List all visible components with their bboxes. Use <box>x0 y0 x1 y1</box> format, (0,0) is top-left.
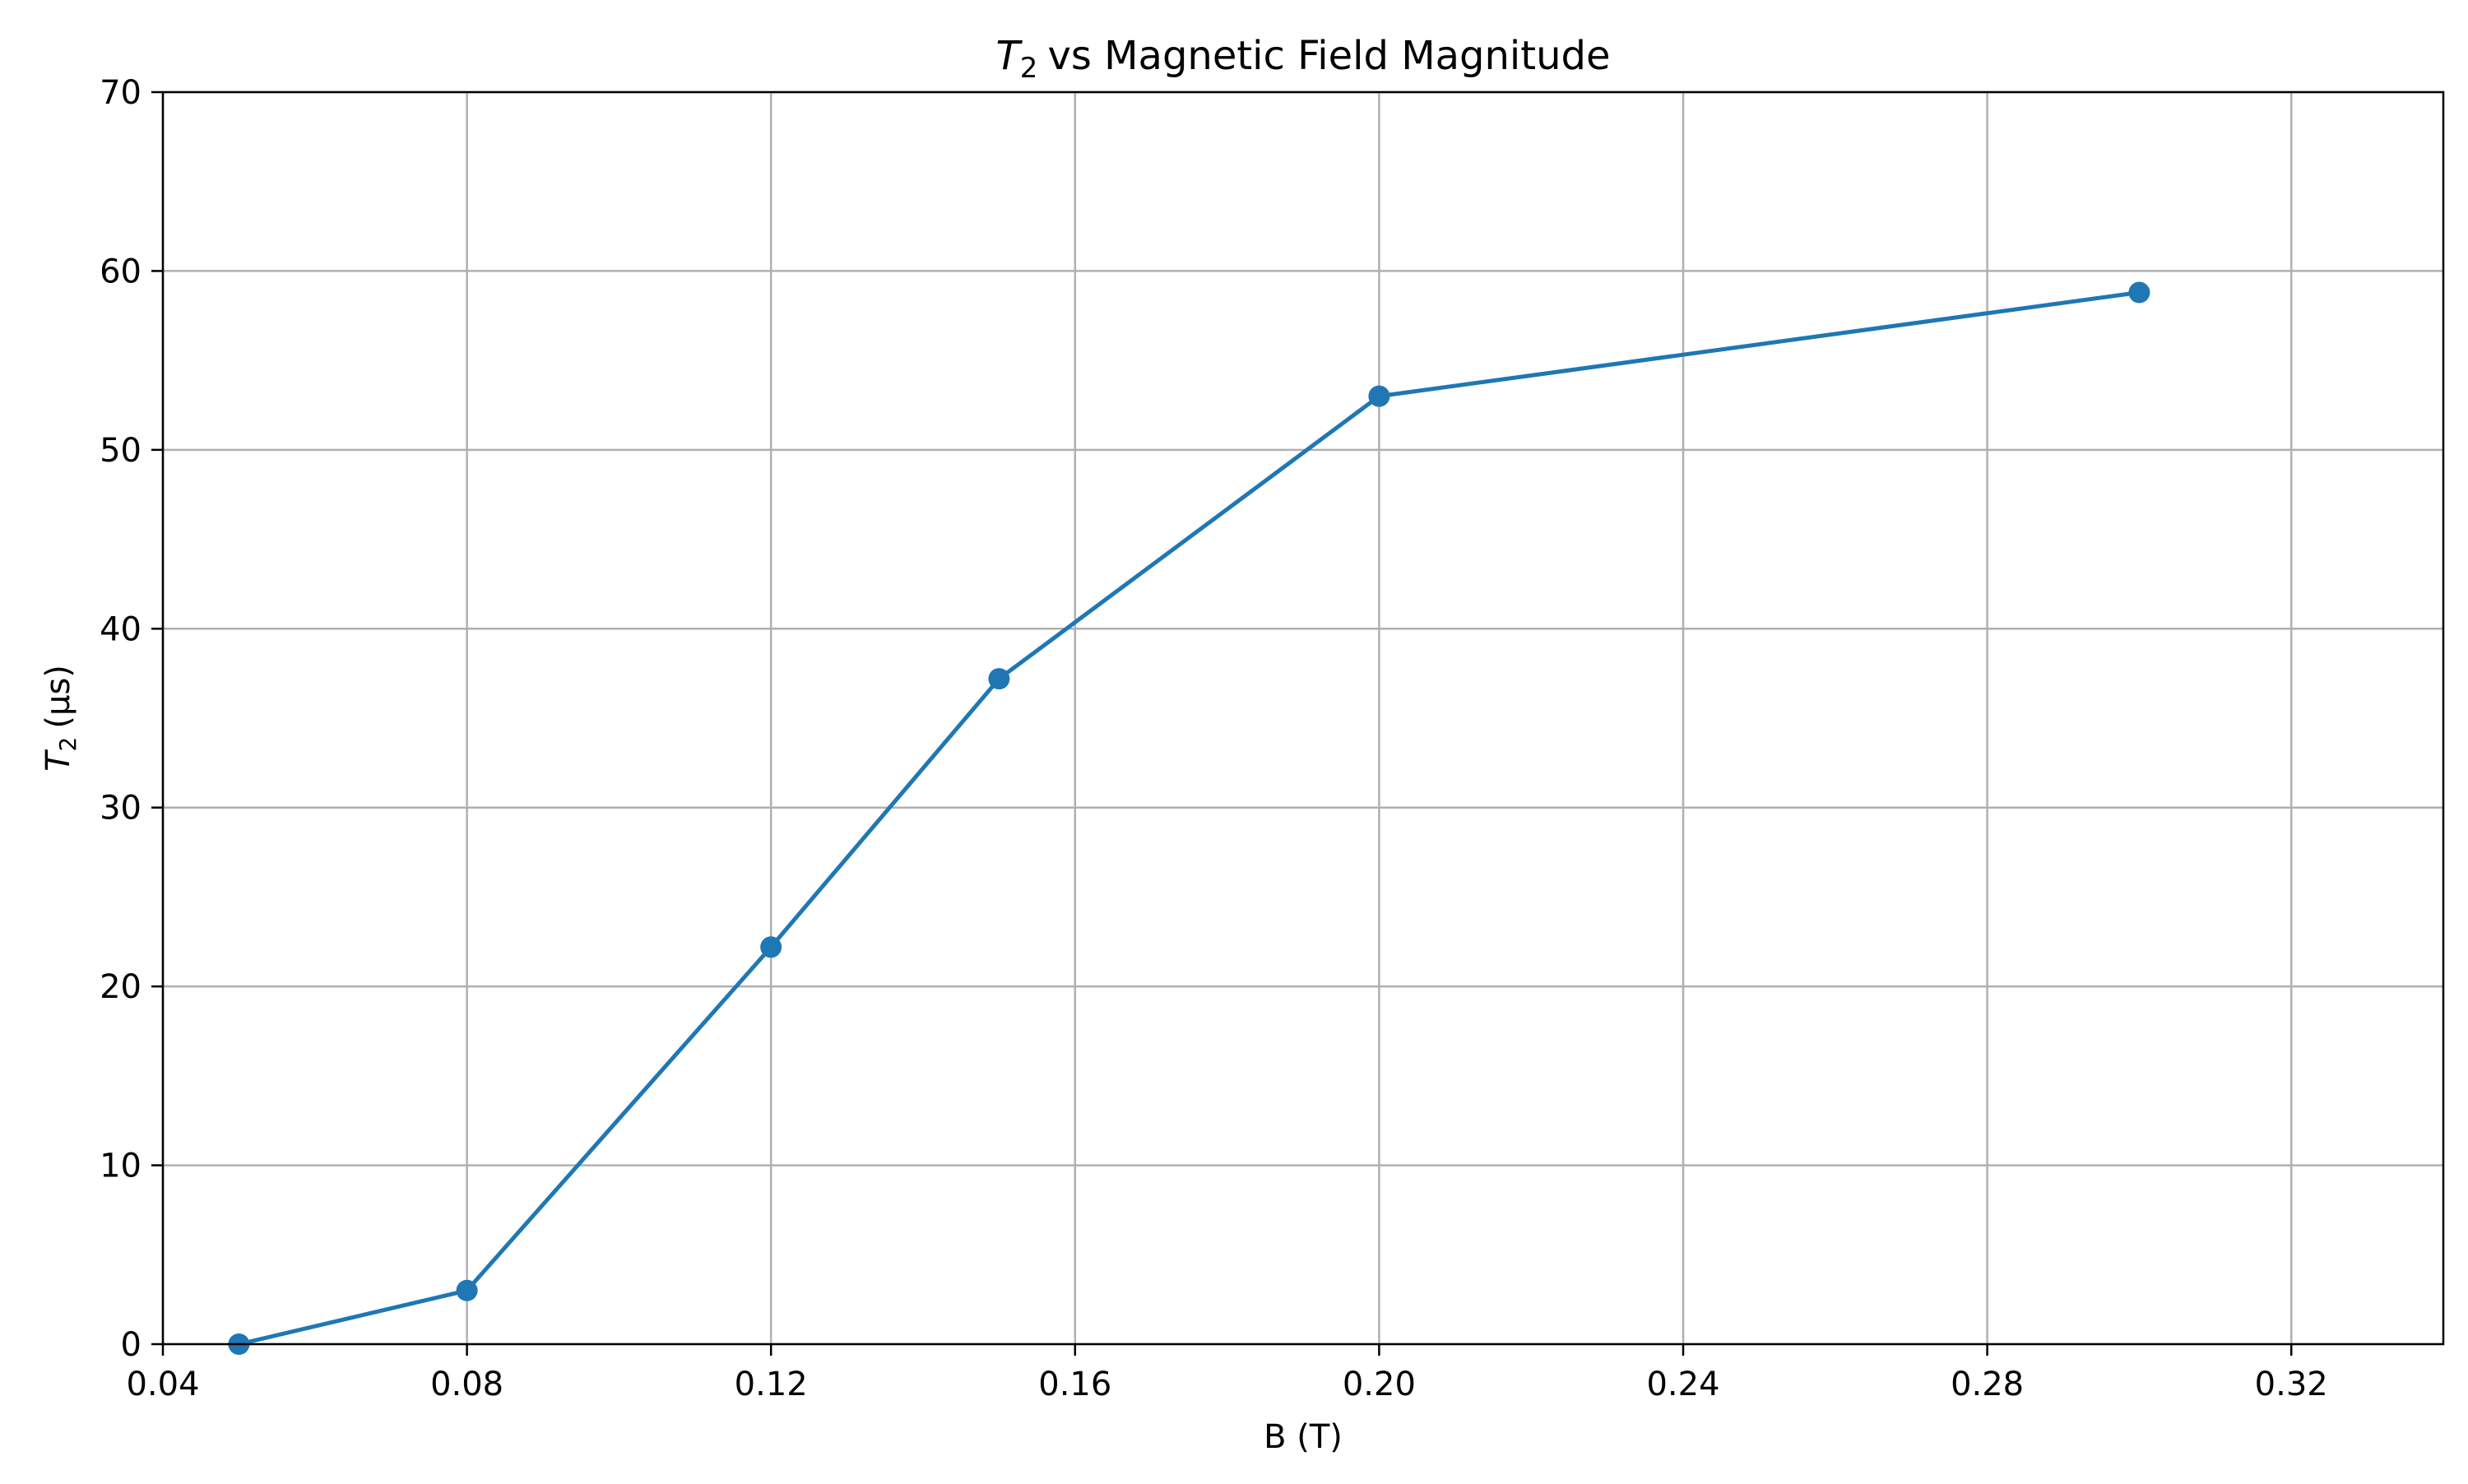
y-tick-label: 60 <box>100 253 141 290</box>
x-axis-label: B (T) <box>1264 1418 1343 1456</box>
x-tick-label: 0.20 <box>1343 1366 1416 1403</box>
y-tick-label: 30 <box>100 790 141 828</box>
x-tick-label: 0.04 <box>126 1366 199 1403</box>
x-tick-label: 0.08 <box>430 1366 503 1403</box>
series-line <box>238 290 2140 1347</box>
data-point <box>760 936 782 958</box>
data-point <box>2128 281 2150 304</box>
y-axis-label: T2 (μs) <box>39 665 81 772</box>
x-tick-label: 0.32 <box>2255 1366 2328 1403</box>
chart-title: T2 vs Magnetic Field Magnitude <box>995 33 1610 85</box>
y-tick-label: 40 <box>100 610 141 648</box>
title-text: vs Magnetic Field Magnitude <box>1047 33 1610 79</box>
title-subscript: 2 <box>1020 52 1038 85</box>
y-tick-label: 10 <box>100 1148 141 1185</box>
tick-layer: 0.04 0.08 0.12 0.16 0.20 0.24 0.28 0.32 0 10 20 30 4… <box>100 74 2328 1403</box>
y-tick-label: 70 <box>100 74 141 112</box>
x-tick-label: 0.24 <box>1646 1366 1719 1403</box>
x-tick-label: 0.16 <box>1038 1366 1111 1403</box>
y-tick-label: 20 <box>100 968 141 1006</box>
title-symbol: T <box>995 33 1023 79</box>
y-axis-label-subscript: 2 <box>54 737 81 752</box>
data-point <box>1368 385 1390 407</box>
plot-frame <box>161 90 2445 1346</box>
series-layer <box>228 281 2150 1355</box>
y-axis-label-unit: (μs) <box>39 665 77 729</box>
x-tick-label: 0.28 <box>1951 1366 2024 1403</box>
y-axis-label-symbol: T <box>39 749 77 772</box>
grid-layer <box>161 90 2443 1346</box>
y-tick-label: 0 <box>121 1326 141 1364</box>
data-point <box>988 668 1010 690</box>
data-point <box>456 1279 478 1301</box>
x-tick-label: 0.12 <box>735 1366 808 1403</box>
y-tick-label: 50 <box>100 432 141 470</box>
